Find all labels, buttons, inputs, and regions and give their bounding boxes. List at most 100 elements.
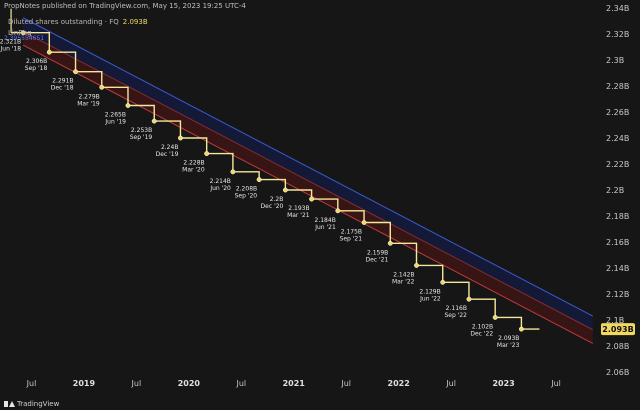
data-label-value: 2.102B (472, 323, 493, 330)
data-marker (204, 151, 210, 157)
data-label-period: Dec '21 (365, 256, 388, 263)
series-title: Diluted shares outstanding · FQ (8, 18, 119, 26)
data-marker (256, 177, 262, 183)
upper-band-fill (23, 17, 593, 330)
x-tick-label: 2022 (388, 379, 410, 388)
data-label-value: 2.142B (393, 271, 414, 278)
data-marker (230, 169, 236, 175)
data-label-period: Sep '21 (340, 236, 363, 243)
data-label-value: 2.253B (131, 127, 152, 134)
data-marker (335, 208, 341, 214)
data-label-period: Jun '21 (314, 224, 336, 231)
regression-midline (22, 30, 593, 331)
y-tick-label: 2.34B (606, 4, 629, 13)
data-label-period: Jun '18 (0, 46, 21, 53)
publisher-line: PropNotes published on TradingView.com, … (4, 2, 246, 10)
data-label-period: Sep '18 (25, 65, 48, 72)
last-value-label: 2.093B (601, 323, 635, 336)
data-label-period: Dec '19 (156, 151, 179, 158)
data-marker (282, 187, 288, 193)
data-label-period: Dec '20 (261, 203, 284, 210)
data-label-value: 2.116B (446, 305, 467, 312)
series-legend[interactable]: Diluted shares outstanding · FQ 2.093B (8, 18, 148, 26)
y-tick-label: 2.3B (606, 56, 624, 65)
data-label-period: Dec '18 (51, 85, 74, 92)
y-tick-label: 2.18B (606, 212, 629, 221)
x-tick-label: 2021 (283, 379, 306, 388)
data-label-period: Sep '20 (235, 193, 258, 200)
tradingview-brand[interactable]: TradingView (4, 400, 59, 408)
data-marker (46, 49, 52, 55)
data-label-value: 2.175B (341, 229, 362, 236)
data-marker (518, 326, 524, 332)
y-tick-label: 2.28B (606, 82, 629, 91)
data-markers (20, 30, 524, 332)
y-tick-label: 2.1B (606, 316, 624, 325)
data-label-value: 2.2B (270, 196, 284, 203)
tradingview-logo-icon (4, 401, 15, 407)
data-label-period: Mar '21 (287, 212, 310, 219)
regression-readout: 2.395554651 (4, 35, 44, 42)
x-tick-label: 2023 (492, 379, 514, 388)
data-label-value: 2.208B (236, 186, 257, 193)
data-label-value: 2.279B (78, 93, 99, 100)
lower-band-fill (23, 31, 593, 344)
upper-band-line (22, 17, 593, 317)
data-marker (492, 314, 498, 320)
y-tick-label: 2.22B (606, 160, 629, 169)
y-tick-label: 2.14B (606, 264, 629, 273)
y-tick-label: 2.26B (606, 108, 629, 117)
data-marker (99, 84, 105, 90)
step-line (11, 32, 540, 330)
data-marker (177, 135, 183, 141)
regression-channel (22, 17, 593, 344)
data-label-period: Jun '22 (419, 295, 441, 302)
data-marker (466, 296, 472, 302)
data-marker (151, 118, 157, 124)
indicator-legend[interactable]: LinReg (8, 29, 32, 37)
data-label-period: Mar '19 (77, 100, 100, 107)
data-marker (20, 30, 26, 36)
data-marker (361, 220, 367, 225)
data-label-value: 2.306B (26, 58, 47, 65)
y-tick-label: 2.06B (606, 368, 629, 377)
data-label-period: Mar '22 (392, 278, 415, 285)
data-label-period: Jun '19 (104, 119, 126, 126)
y-tick-label: 2.32B (606, 30, 629, 39)
x-tick-label: Jul (26, 379, 37, 388)
y-tick-label: 2.24B (606, 134, 629, 143)
data-label-period: Mar '23 (497, 342, 520, 349)
y-axis[interactable]: 2.34B 2.32B 2.3B 2.28B 2.26B 2.24B 2.22B 2.2B 2.… (606, 4, 629, 377)
data-label-value: 2.093B (498, 335, 519, 342)
y-tick-label: 2.08B (606, 342, 629, 351)
data-label-value: 2.228B (183, 160, 204, 167)
data-marker (125, 103, 131, 108)
x-tick-label: Jul (550, 379, 561, 388)
data-marker (309, 196, 315, 202)
x-tick-label: 2020 (178, 379, 201, 388)
step-series (10, 8, 540, 330)
x-tick-label: Jul (235, 379, 246, 388)
y-tick-label: 2.16B (606, 238, 629, 247)
x-axis[interactable]: Jul 2019 Jul 2020 Jul 2021 Jul 2022 Jul 2023 Jul (26, 379, 561, 388)
data-label-period: Jun '20 (209, 185, 231, 192)
x-tick-label: Jul (131, 379, 142, 388)
data-marker (387, 240, 393, 246)
last-value-badge (601, 323, 635, 336)
y-tick-label: 2.2B (606, 186, 624, 195)
series-current-value: 2.093B (122, 18, 148, 26)
data-label-value: 2.193B (288, 205, 309, 212)
y-tick-label: 2.12B (606, 290, 629, 299)
data-label-value: 2.159B (367, 249, 388, 256)
x-tick-label: Jul (340, 379, 351, 388)
data-label-period: Sep '22 (444, 312, 467, 319)
data-label-value: 2.291B (52, 78, 73, 85)
data-marker (73, 69, 78, 75)
data-label-value: 2.214B (210, 178, 231, 185)
data-marker (414, 262, 419, 268)
x-tick-label: 2019 (73, 379, 96, 388)
data-label-value: 2.24B (161, 144, 178, 151)
